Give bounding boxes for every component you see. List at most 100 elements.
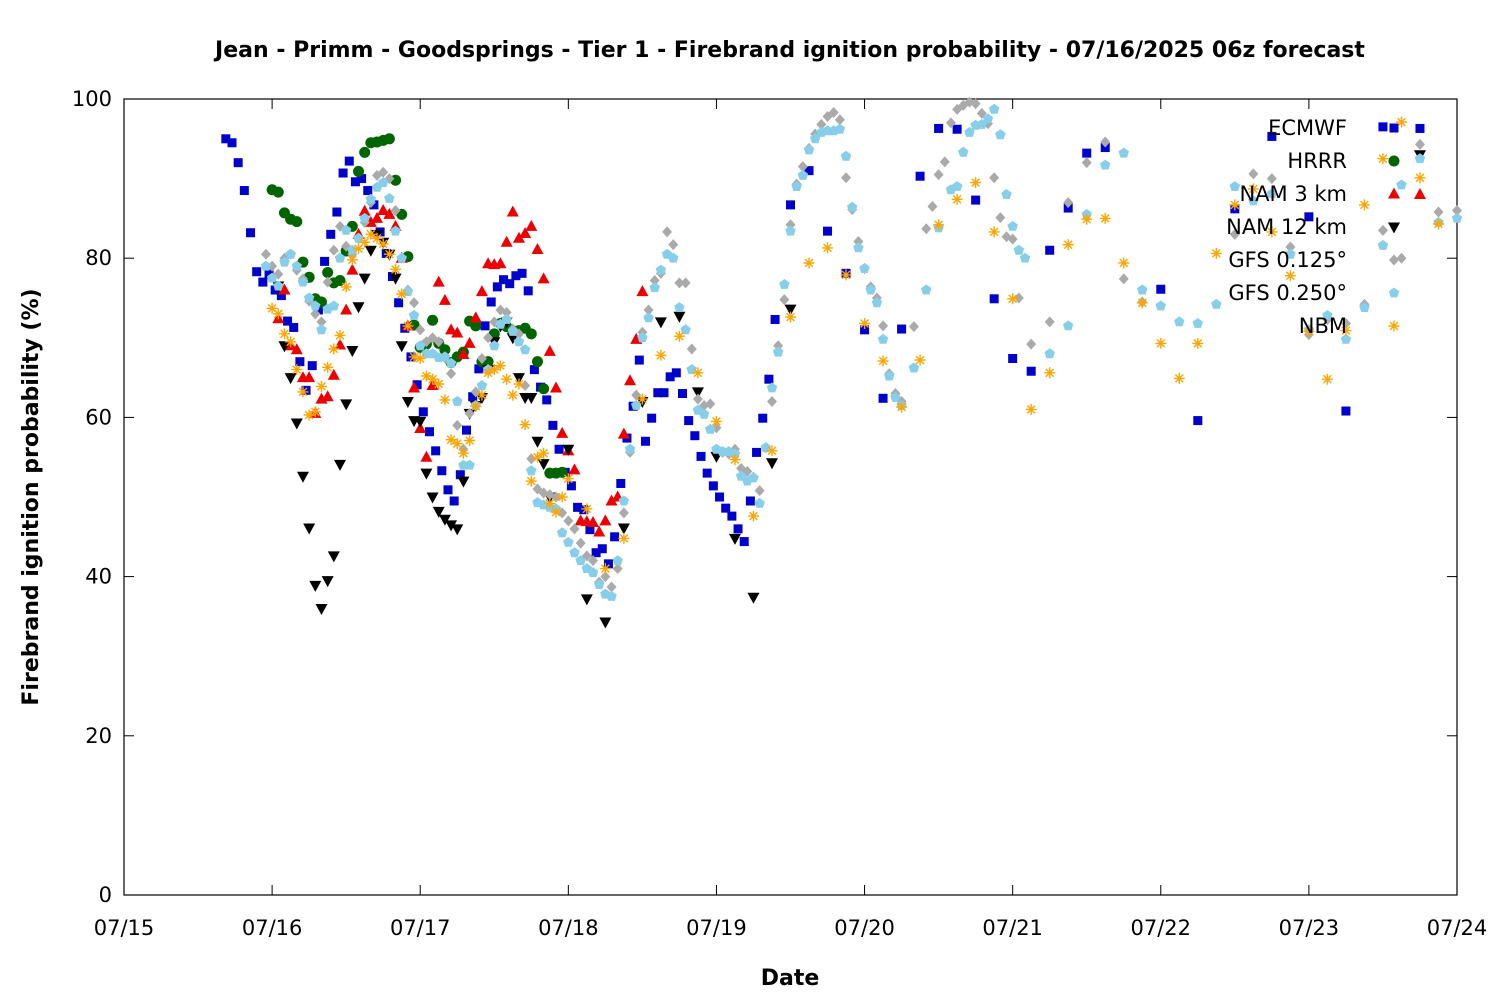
data-point [227, 138, 237, 148]
y-tick-label: 20 [85, 724, 112, 748]
data-point [437, 466, 447, 476]
data-point [1211, 298, 1222, 309]
data-point [1099, 212, 1111, 224]
data-point [1173, 372, 1185, 384]
data-point [303, 523, 316, 535]
data-point [221, 134, 231, 144]
data-point [785, 311, 796, 323]
data-point [451, 524, 464, 536]
data-point [427, 314, 439, 326]
data-point [618, 507, 629, 519]
data-point [934, 123, 944, 133]
data-point [264, 269, 274, 279]
data-point [1304, 212, 1314, 222]
data-point [279, 256, 290, 267]
data-point [252, 267, 262, 277]
data-point [616, 478, 626, 488]
data-point [1415, 123, 1425, 133]
data-point [1174, 316, 1185, 327]
data-point [581, 503, 593, 515]
data-point [427, 373, 439, 385]
data-point [488, 364, 500, 376]
data-point [834, 114, 845, 126]
data-point [408, 351, 420, 363]
data-point [470, 320, 482, 332]
data-point [290, 343, 303, 355]
data-point [408, 381, 421, 393]
data-point [878, 320, 889, 332]
data-point [378, 166, 389, 178]
data-point [785, 225, 796, 236]
data-point [1322, 310, 1333, 320]
data-point [346, 254, 358, 266]
data-point [266, 302, 278, 314]
data-point [1026, 338, 1037, 350]
data-point [964, 126, 975, 137]
data-point [531, 436, 544, 448]
data-point [643, 304, 654, 316]
data-point [779, 279, 790, 289]
data-point [733, 524, 743, 534]
data-point [1081, 213, 1093, 225]
y-tick-label: 100 [72, 87, 112, 111]
data-point [506, 333, 519, 345]
data-point [550, 506, 562, 518]
data-point [927, 200, 938, 212]
data-point [896, 401, 908, 413]
data-point [384, 193, 395, 203]
legend-label: NAM 12 km [1226, 215, 1347, 239]
data-point [501, 373, 513, 385]
data-point [544, 497, 556, 509]
data-point [475, 285, 488, 297]
data-point [1413, 188, 1426, 200]
data-point [995, 129, 1006, 140]
data-point [457, 447, 469, 459]
data-point [525, 393, 538, 404]
legend-label: GFS 0.250° [1228, 281, 1347, 305]
data-point [678, 389, 688, 399]
data-point [365, 228, 377, 240]
data-point [982, 113, 994, 124]
data-point [239, 186, 249, 196]
data-point [634, 355, 644, 365]
data-point [1340, 333, 1352, 344]
data-point [1247, 183, 1259, 195]
data-point [321, 576, 334, 588]
data-point [803, 144, 815, 155]
data-point [766, 382, 778, 393]
data-point [531, 242, 544, 254]
data-point [266, 272, 278, 283]
data-point [760, 442, 771, 453]
data-point [618, 532, 630, 544]
data-point [371, 211, 384, 223]
data-point [914, 354, 926, 366]
data-point [328, 244, 339, 256]
data-point [563, 515, 574, 527]
data-point [696, 451, 706, 461]
data-point [692, 393, 703, 405]
data-point [476, 352, 487, 364]
data-point [291, 216, 303, 228]
data-point [246, 228, 256, 238]
data-point [395, 341, 408, 353]
y-tick-label: 80 [85, 246, 112, 270]
data-point [637, 332, 648, 343]
data-point [764, 374, 774, 384]
data-point [673, 311, 686, 323]
legend-marker [1388, 155, 1400, 167]
data-point [420, 468, 433, 480]
data-point [1340, 317, 1351, 329]
data-point [624, 374, 637, 386]
data-point [690, 431, 700, 441]
data-point [945, 117, 956, 129]
data-point [655, 264, 667, 275]
data-point [474, 364, 484, 374]
series-nbm [266, 116, 1444, 575]
data-point [878, 393, 888, 403]
data-point [1248, 168, 1259, 180]
data-point [328, 300, 340, 311]
data-point [1193, 416, 1203, 426]
data-point [315, 603, 328, 615]
data-point [346, 346, 359, 358]
data-point [340, 399, 353, 411]
